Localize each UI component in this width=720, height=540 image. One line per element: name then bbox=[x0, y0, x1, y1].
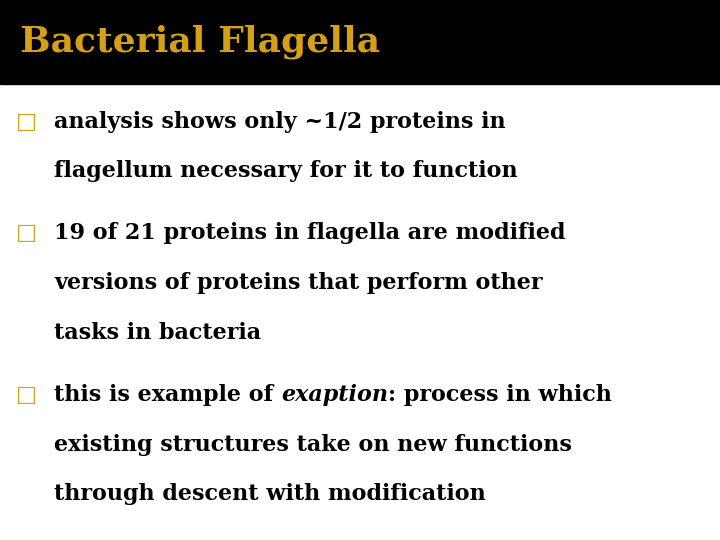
Text: flagellum necessary for it to function: flagellum necessary for it to function bbox=[54, 160, 518, 183]
Text: : process in which: : process in which bbox=[388, 384, 612, 406]
Text: existing structures take on new functions: existing structures take on new function… bbox=[54, 434, 572, 456]
Text: tasks in bacteria: tasks in bacteria bbox=[54, 322, 261, 344]
Text: □: □ bbox=[16, 384, 37, 406]
Text: □: □ bbox=[16, 111, 37, 133]
Text: through descent with modification: through descent with modification bbox=[54, 483, 486, 505]
Text: 19 of 21 proteins in flagella are modified: 19 of 21 proteins in flagella are modifi… bbox=[54, 222, 565, 245]
Text: Bacterial Flagella: Bacterial Flagella bbox=[20, 25, 380, 59]
Text: this is example of: this is example of bbox=[54, 384, 281, 406]
Text: exaption: exaption bbox=[281, 384, 388, 406]
Text: versions of proteins that perform other: versions of proteins that perform other bbox=[54, 272, 542, 294]
Text: □: □ bbox=[16, 222, 37, 245]
Bar bbox=[0, 0, 720, 84]
Text: analysis shows only ~1/2 proteins in: analysis shows only ~1/2 proteins in bbox=[54, 111, 505, 133]
